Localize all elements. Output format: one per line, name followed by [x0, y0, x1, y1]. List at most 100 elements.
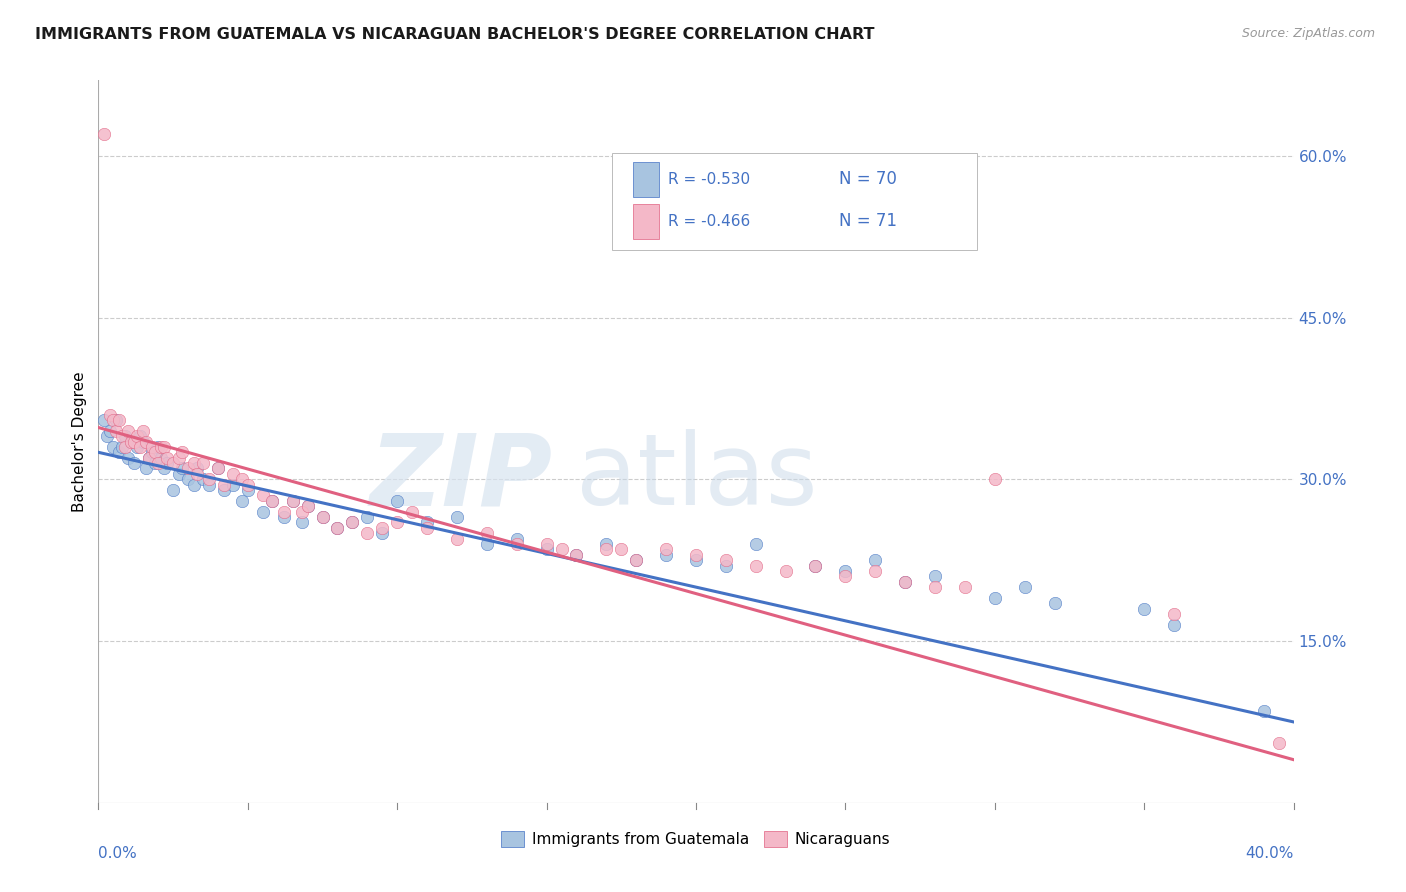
Point	[191, 456, 214, 470]
Text: R = -0.466: R = -0.466	[668, 214, 751, 228]
Point	[132, 424, 155, 438]
Point	[297, 500, 319, 514]
Point	[111, 429, 134, 443]
Point	[446, 510, 468, 524]
Point	[198, 477, 221, 491]
Point	[311, 510, 333, 524]
Point	[506, 537, 529, 551]
Point	[326, 521, 349, 535]
Text: N = 71: N = 71	[839, 212, 897, 230]
Point	[186, 461, 208, 475]
Point	[103, 413, 125, 427]
Point	[138, 450, 160, 465]
Point	[804, 558, 827, 573]
Point	[550, 542, 572, 557]
Point	[655, 548, 678, 562]
Point	[1014, 580, 1036, 594]
Point	[984, 472, 1007, 486]
Point	[342, 516, 364, 530]
Point	[834, 569, 856, 583]
Point	[162, 483, 184, 497]
Text: Source: ZipAtlas.com: Source: ZipAtlas.com	[1241, 27, 1375, 40]
Point	[105, 424, 128, 438]
Point	[655, 542, 678, 557]
Point	[416, 516, 439, 530]
Point	[231, 493, 253, 508]
Point	[103, 440, 125, 454]
Point	[117, 450, 139, 465]
FancyBboxPatch shape	[633, 162, 659, 196]
Point	[172, 461, 194, 475]
Point	[475, 537, 498, 551]
Point	[93, 127, 115, 141]
Point	[326, 521, 349, 535]
Point	[231, 472, 253, 486]
Point	[207, 461, 229, 475]
Point	[143, 456, 166, 470]
Point	[894, 574, 917, 589]
Point	[291, 516, 314, 530]
Point	[984, 591, 1007, 605]
Point	[191, 472, 214, 486]
Point	[475, 526, 498, 541]
Point	[297, 500, 319, 514]
Point	[834, 564, 856, 578]
Point	[153, 461, 176, 475]
Text: 0.0%: 0.0%	[98, 847, 138, 861]
Point	[953, 580, 976, 594]
Point	[385, 516, 409, 530]
Point	[167, 450, 190, 465]
Point	[536, 537, 558, 551]
Point	[595, 537, 617, 551]
Point	[281, 493, 304, 508]
Point	[150, 450, 173, 465]
Point	[129, 429, 152, 443]
Point	[120, 434, 142, 449]
Point	[260, 493, 283, 508]
Point	[775, 564, 797, 578]
Point	[172, 445, 194, 459]
Point	[252, 488, 274, 502]
Point	[685, 548, 707, 562]
Point	[865, 564, 887, 578]
Point	[401, 505, 423, 519]
Point	[153, 440, 176, 454]
Point	[127, 440, 149, 454]
Point	[291, 505, 314, 519]
Point	[156, 450, 179, 465]
Point	[129, 440, 152, 454]
Point	[714, 553, 737, 567]
Point	[177, 461, 200, 475]
Text: 40.0%: 40.0%	[1246, 847, 1294, 861]
Point	[98, 424, 122, 438]
Point	[371, 521, 394, 535]
Point	[626, 553, 648, 567]
Point	[183, 456, 205, 470]
Point	[385, 493, 409, 508]
Point	[111, 440, 134, 454]
Point	[114, 440, 136, 454]
Point	[93, 413, 115, 427]
Point	[273, 505, 295, 519]
Point	[356, 510, 378, 524]
Point	[626, 553, 648, 567]
Point	[894, 574, 917, 589]
Point	[156, 456, 179, 470]
Point	[212, 483, 235, 497]
Point	[924, 580, 946, 594]
Point	[865, 553, 887, 567]
Point	[98, 408, 122, 422]
Point	[924, 569, 946, 583]
Y-axis label: Bachelor's Degree: Bachelor's Degree	[72, 371, 87, 512]
FancyBboxPatch shape	[613, 153, 977, 250]
Point	[1253, 704, 1275, 718]
Text: IMMIGRANTS FROM GUATEMALA VS NICARAGUAN BACHELOR'S DEGREE CORRELATION CHART: IMMIGRANTS FROM GUATEMALA VS NICARAGUAN …	[35, 27, 875, 42]
Point	[120, 434, 142, 449]
Point	[446, 532, 468, 546]
Point	[148, 440, 170, 454]
Point	[114, 429, 136, 443]
Point	[1267, 737, 1289, 751]
Point	[143, 445, 166, 459]
Point	[1163, 618, 1185, 632]
Point	[127, 429, 149, 443]
